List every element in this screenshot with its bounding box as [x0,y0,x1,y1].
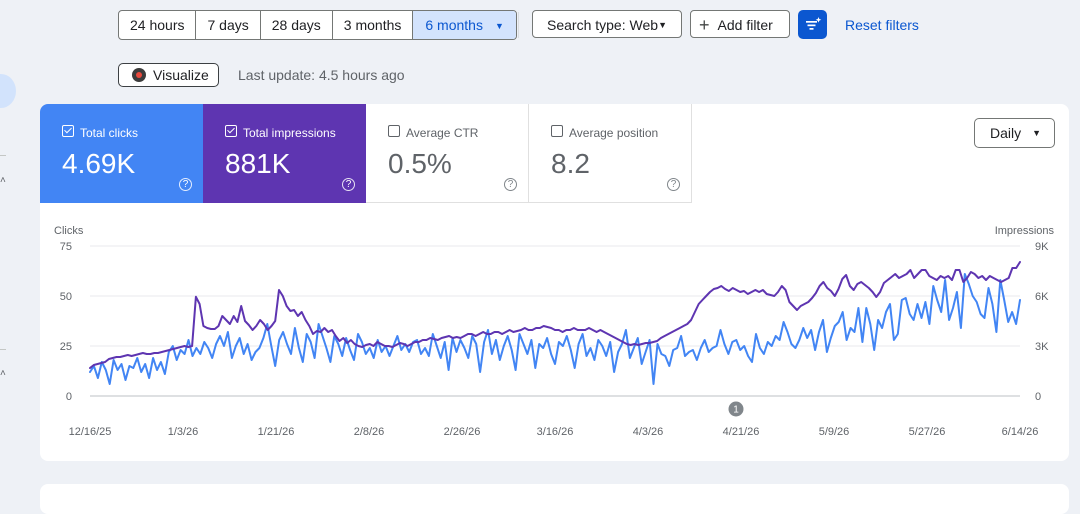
next-card [40,484,1069,514]
date-range-28-days[interactable]: 28 days [261,11,333,39]
visualize-label: Visualize [153,67,209,83]
last-update-text: Last update: 4.5 hours ago [238,67,405,83]
help-icon[interactable]: ? [504,178,517,191]
date-range-24-hours[interactable]: 24 hours [119,11,197,39]
x-tick-label: 1/21/26 [258,426,295,438]
right-tick-label: 3K [1035,341,1049,353]
x-tick-label: 1/3/26 [168,426,199,438]
series-line-total-impressions [89,261,1021,369]
x-tick-label: 6/14/26 [1002,426,1039,438]
checkbox-checked-icon[interactable] [225,125,237,137]
left-tick-label: 75 [60,241,72,253]
x-tick-label: 4/3/26 [633,426,664,438]
add-filter-label: Add filter [717,17,773,33]
annotation-badge-label: 1 [733,405,739,416]
checkbox-unchecked-icon[interactable] [551,125,563,137]
chevron-down-icon: ▼ [1032,128,1041,138]
left-tick-label: 0 [66,391,72,403]
granularity-label: Daily [990,125,1022,141]
left-axis-title: Clicks [54,225,84,237]
granularity-dropdown[interactable]: Daily ▼ [974,118,1055,148]
metric-label: Average position [569,126,659,140]
chevron-down-icon: ▼ [658,20,667,30]
nav-divider [0,155,6,156]
plus-icon: + [699,15,710,35]
performance-card: Total clicks 4.69K ? Total impressions 8… [40,104,1069,461]
metric-value: 8.2 [551,148,590,179]
nav-rail-active-item[interactable] [0,74,16,108]
help-icon[interactable]: ? [179,178,192,191]
x-tick-label: 5/27/26 [909,426,946,438]
add-filter-button[interactable]: + Add filter [690,10,790,38]
filter-settings-button[interactable] [798,10,827,39]
x-tick-label: 4/21/26 [723,426,760,438]
x-tick-label: 2/26/26 [444,426,481,438]
visualize-logo-icon [132,68,146,82]
annotation-badge [728,401,744,417]
reset-filters-link[interactable]: Reset filters [845,17,919,33]
help-icon[interactable]: ? [342,178,355,191]
metric-value: 881K [225,148,291,179]
chevron-down-icon: ▼ [494,21,504,31]
performance-chart: 0 0 25 3K 50 6K 75 9K Clicks Impressions 12/16/25 1… [54,225,1055,438]
x-tick-label: 2/8/26 [354,426,385,438]
right-tick-label: 6K [1035,291,1049,303]
filter-sparkle-icon [806,17,822,30]
date-range-3-months[interactable]: 3 months [333,11,414,39]
metric-value: 4.69K [62,148,136,179]
series-line-total-clicks [89,273,1021,385]
right-tick-label: 9K [1035,241,1049,253]
right-tick-label: 0 [1035,391,1041,403]
metric-value: 0.5% [388,148,452,179]
x-tick-label: 12/16/25 [69,426,112,438]
search-type-label: Search type: Web [547,17,659,33]
date-range-7-days[interactable]: 7 days [196,11,261,39]
x-tick-label: 3/16/26 [537,426,574,438]
date-range-6-months[interactable]: 6 months ▼ [413,11,516,39]
nav-divider [0,349,6,350]
metric-label: Total clicks [80,126,139,140]
checkbox-unchecked-icon[interactable] [388,125,400,137]
date-range-selector: 24 hours 7 days 28 days 3 months 6 month… [118,10,517,40]
checkbox-checked-icon[interactable] [62,125,74,137]
metric-total-impressions[interactable]: Total impressions 881K ? [203,104,366,203]
nav-chevron-icon[interactable]: ˄ [0,368,6,379]
left-tick-label: 50 [60,291,72,303]
help-icon[interactable]: ? [667,178,680,191]
right-axis-title: Impressions [995,225,1055,237]
visualize-button[interactable]: Visualize [118,63,219,87]
metric-label: Total impressions [243,126,336,140]
metric-average-ctr[interactable]: Average CTR 0.5% ? [366,104,529,203]
toolbar-divider [518,12,519,38]
metric-label: Average CTR [406,126,479,140]
nav-chevron-icon[interactable]: ˄ [0,175,6,186]
search-type-dropdown[interactable]: Search type: Web ▼ [532,10,682,38]
metric-total-clicks[interactable]: Total clicks 4.69K ? [40,104,203,203]
left-tick-label: 25 [60,341,72,353]
metric-average-position[interactable]: Average position 8.2 ? [529,104,692,203]
x-tick-label: 5/9/26 [819,426,850,438]
